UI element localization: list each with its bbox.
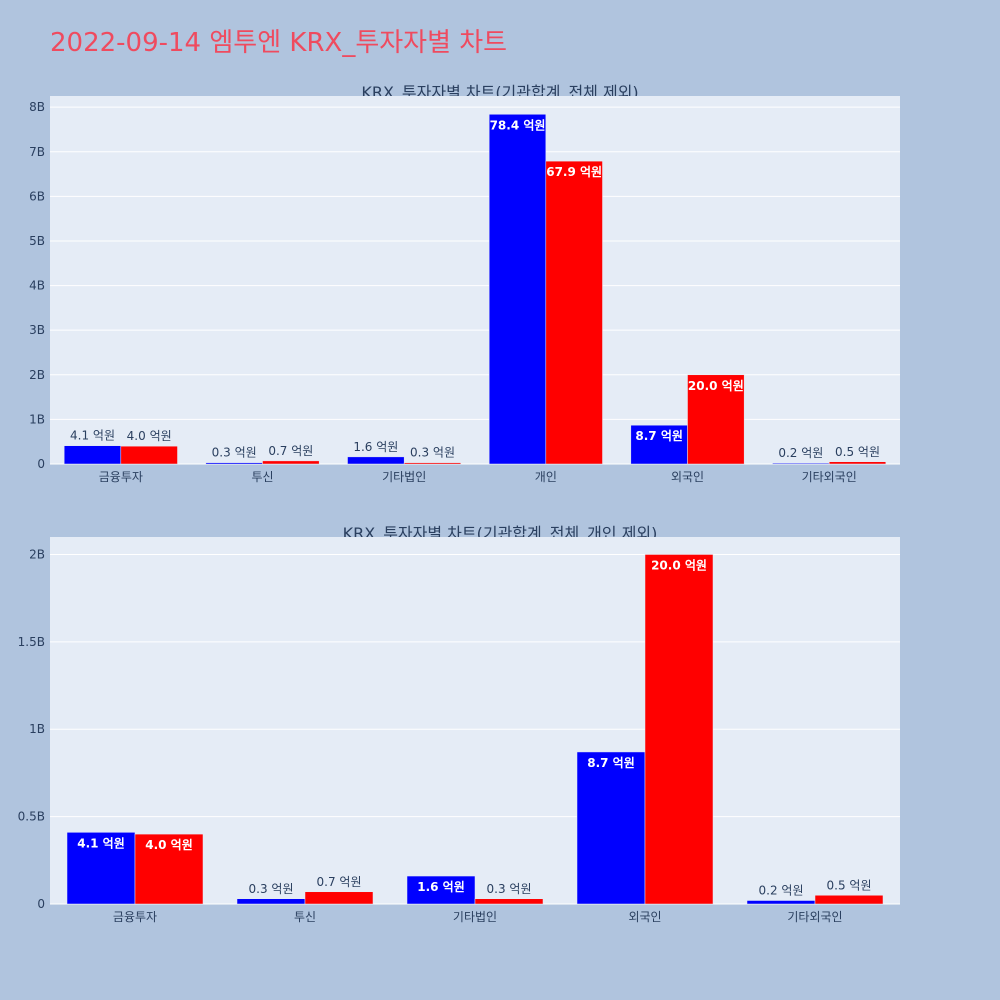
data-label: 20.0 억원 bbox=[651, 558, 707, 572]
data-label: 1.6 억원 bbox=[353, 440, 398, 454]
plot-area bbox=[50, 96, 900, 464]
data-label: 0.5 억원 bbox=[835, 445, 880, 459]
data-label: 0.5 억원 bbox=[827, 878, 872, 892]
bar bbox=[474, 898, 544, 905]
bar bbox=[772, 462, 830, 465]
bar bbox=[644, 554, 714, 905]
bar bbox=[262, 460, 320, 465]
data-label: 0.2 억원 bbox=[759, 884, 804, 898]
y-tick-label: 1.5B bbox=[18, 635, 45, 649]
data-label: 4.0 억원 bbox=[145, 838, 193, 852]
x-tick-label: 기타법인 bbox=[382, 470, 426, 484]
bar bbox=[488, 114, 547, 465]
bar bbox=[236, 898, 306, 905]
data-label: 8.7 억원 bbox=[635, 429, 683, 443]
y-tick-label: 7B bbox=[29, 145, 45, 159]
y-tick-label: 6B bbox=[29, 189, 45, 203]
data-label: 0.2 억원 bbox=[778, 446, 823, 460]
y-tick-label: 1B bbox=[29, 722, 45, 736]
x-tick-label: 투신 bbox=[294, 910, 316, 924]
bar bbox=[406, 875, 476, 905]
x-tick-label: 외국인 bbox=[671, 470, 704, 484]
y-tick-label: 2B bbox=[29, 368, 45, 382]
bar bbox=[66, 832, 136, 905]
x-tick-label: 투신 bbox=[251, 470, 273, 484]
x-tick-label: 기타외국인 bbox=[802, 470, 857, 484]
data-label: 0.3 억원 bbox=[410, 446, 455, 460]
bar bbox=[403, 462, 462, 465]
y-tick-label: 1B bbox=[29, 412, 45, 426]
data-label: 8.7 억원 bbox=[587, 756, 635, 770]
bar bbox=[120, 445, 178, 465]
y-tick-label: 4B bbox=[29, 279, 45, 293]
bar bbox=[205, 462, 263, 465]
bar bbox=[814, 895, 884, 905]
data-label: 20.0 억원 bbox=[688, 379, 744, 393]
bar bbox=[746, 900, 816, 905]
x-tick-label: 금융투자 bbox=[113, 910, 157, 924]
data-label: 78.4 억원 bbox=[490, 118, 546, 132]
data-label: 4.1 억원 bbox=[70, 429, 115, 443]
y-tick-label: 3B bbox=[29, 323, 45, 337]
bar bbox=[304, 891, 374, 905]
bar bbox=[545, 160, 603, 465]
x-tick-label: 외국인 bbox=[628, 910, 661, 924]
data-label: 4.0 억원 bbox=[127, 429, 172, 443]
data-label: 0.7 억원 bbox=[268, 444, 313, 458]
x-tick-label: 기타외국인 bbox=[787, 910, 842, 924]
y-tick-label: 0 bbox=[37, 457, 45, 471]
y-tick-label: 8B bbox=[29, 100, 45, 114]
data-label: 0.3 억원 bbox=[212, 446, 257, 460]
y-tick-label: 0 bbox=[37, 897, 45, 911]
x-tick-label: 금융투자 bbox=[99, 470, 143, 484]
bar bbox=[630, 424, 688, 465]
bar bbox=[576, 751, 646, 905]
bar bbox=[347, 456, 405, 465]
y-tick-label: 0.5B bbox=[18, 810, 45, 824]
data-label: 0.3 억원 bbox=[249, 882, 294, 896]
data-label: 67.9 억원 bbox=[546, 165, 602, 179]
data-label: 0.7 억원 bbox=[317, 875, 362, 889]
data-label: 1.6 억원 bbox=[417, 880, 465, 894]
x-tick-label: 개인 bbox=[535, 470, 557, 484]
bar bbox=[63, 445, 122, 465]
y-tick-label: 5B bbox=[29, 234, 45, 248]
x-tick-label: 기타법인 bbox=[453, 910, 497, 924]
data-label: 4.1 억원 bbox=[77, 836, 125, 850]
data-label: 0.3 억원 bbox=[487, 882, 532, 896]
y-tick-label: 2B bbox=[29, 547, 45, 561]
bar bbox=[687, 374, 745, 465]
bar bbox=[134, 833, 204, 905]
page-title: 2022-09-14 엠투엔 KRX_투자자별 차트 bbox=[50, 28, 508, 58]
bar bbox=[828, 461, 887, 465]
